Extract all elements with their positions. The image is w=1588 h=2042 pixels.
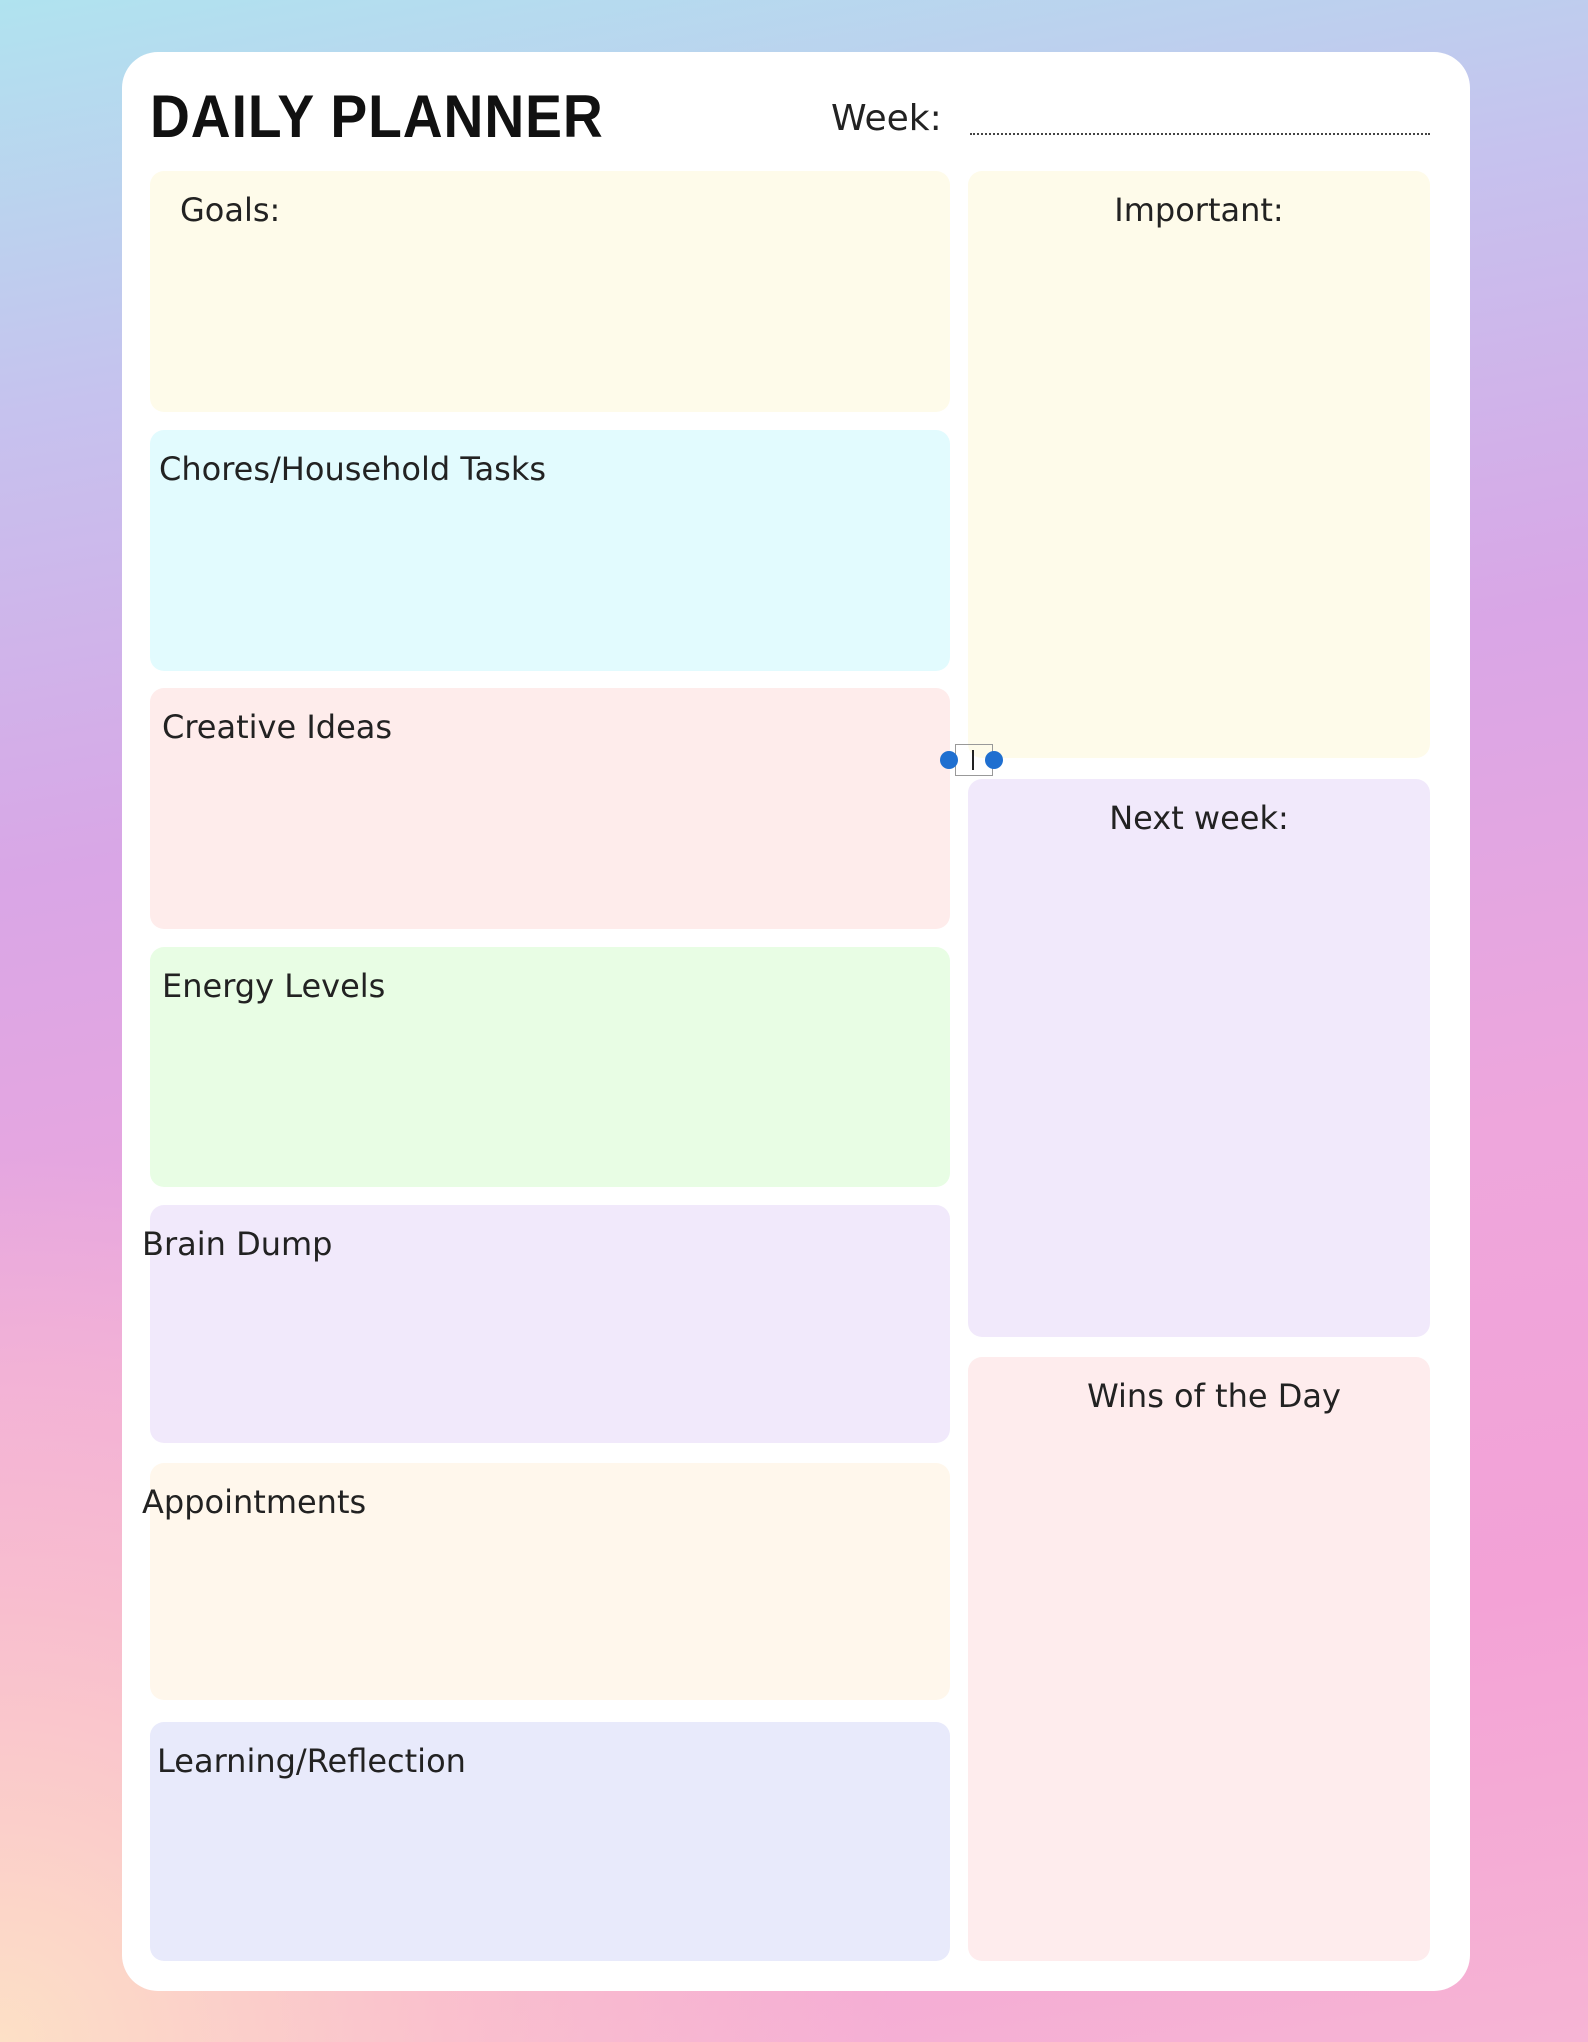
learning-reflection-box[interactable]: Learning/Reflection [150,1722,950,1961]
chores-box[interactable]: Chores/Household Tasks [150,430,950,671]
energy-levels-label: Energy Levels [162,967,386,1005]
goals-box[interactable]: Goals: [150,171,950,412]
text-selection-handle[interactable] [940,744,1006,776]
brain-dump-label: Brain Dump [142,1225,333,1263]
week-input-line[interactable] [970,133,1430,135]
appointments-box[interactable]: Appointments [142,1463,950,1700]
creative-ideas-box[interactable]: Creative Ideas [150,688,950,929]
important-label: Important: [1114,191,1284,229]
wins-box[interactable]: Wins of the Day [968,1357,1430,1961]
text-cursor-icon [972,750,974,770]
week-label: Week: [831,98,942,139]
goals-label: Goals: [180,191,281,229]
learning-reflection-label: Learning/Reflection [157,1742,466,1780]
appointments-label: Appointments [142,1483,367,1521]
selection-start-handle[interactable] [940,751,958,769]
selection-end-handle[interactable] [985,751,1003,769]
next-week-label: Next week: [1109,799,1289,837]
chores-label: Chores/Household Tasks [159,450,547,488]
creative-ideas-label: Creative Ideas [162,708,393,746]
brain-dump-box[interactable]: Brain Dump [142,1205,950,1443]
important-box[interactable]: Important: [968,171,1430,758]
wins-label: Wins of the Day [1087,1377,1341,1415]
next-week-box[interactable]: Next week: [968,779,1430,1337]
page-title: DAILY PLANNER [150,83,604,150]
energy-levels-box[interactable]: Energy Levels [150,947,950,1187]
